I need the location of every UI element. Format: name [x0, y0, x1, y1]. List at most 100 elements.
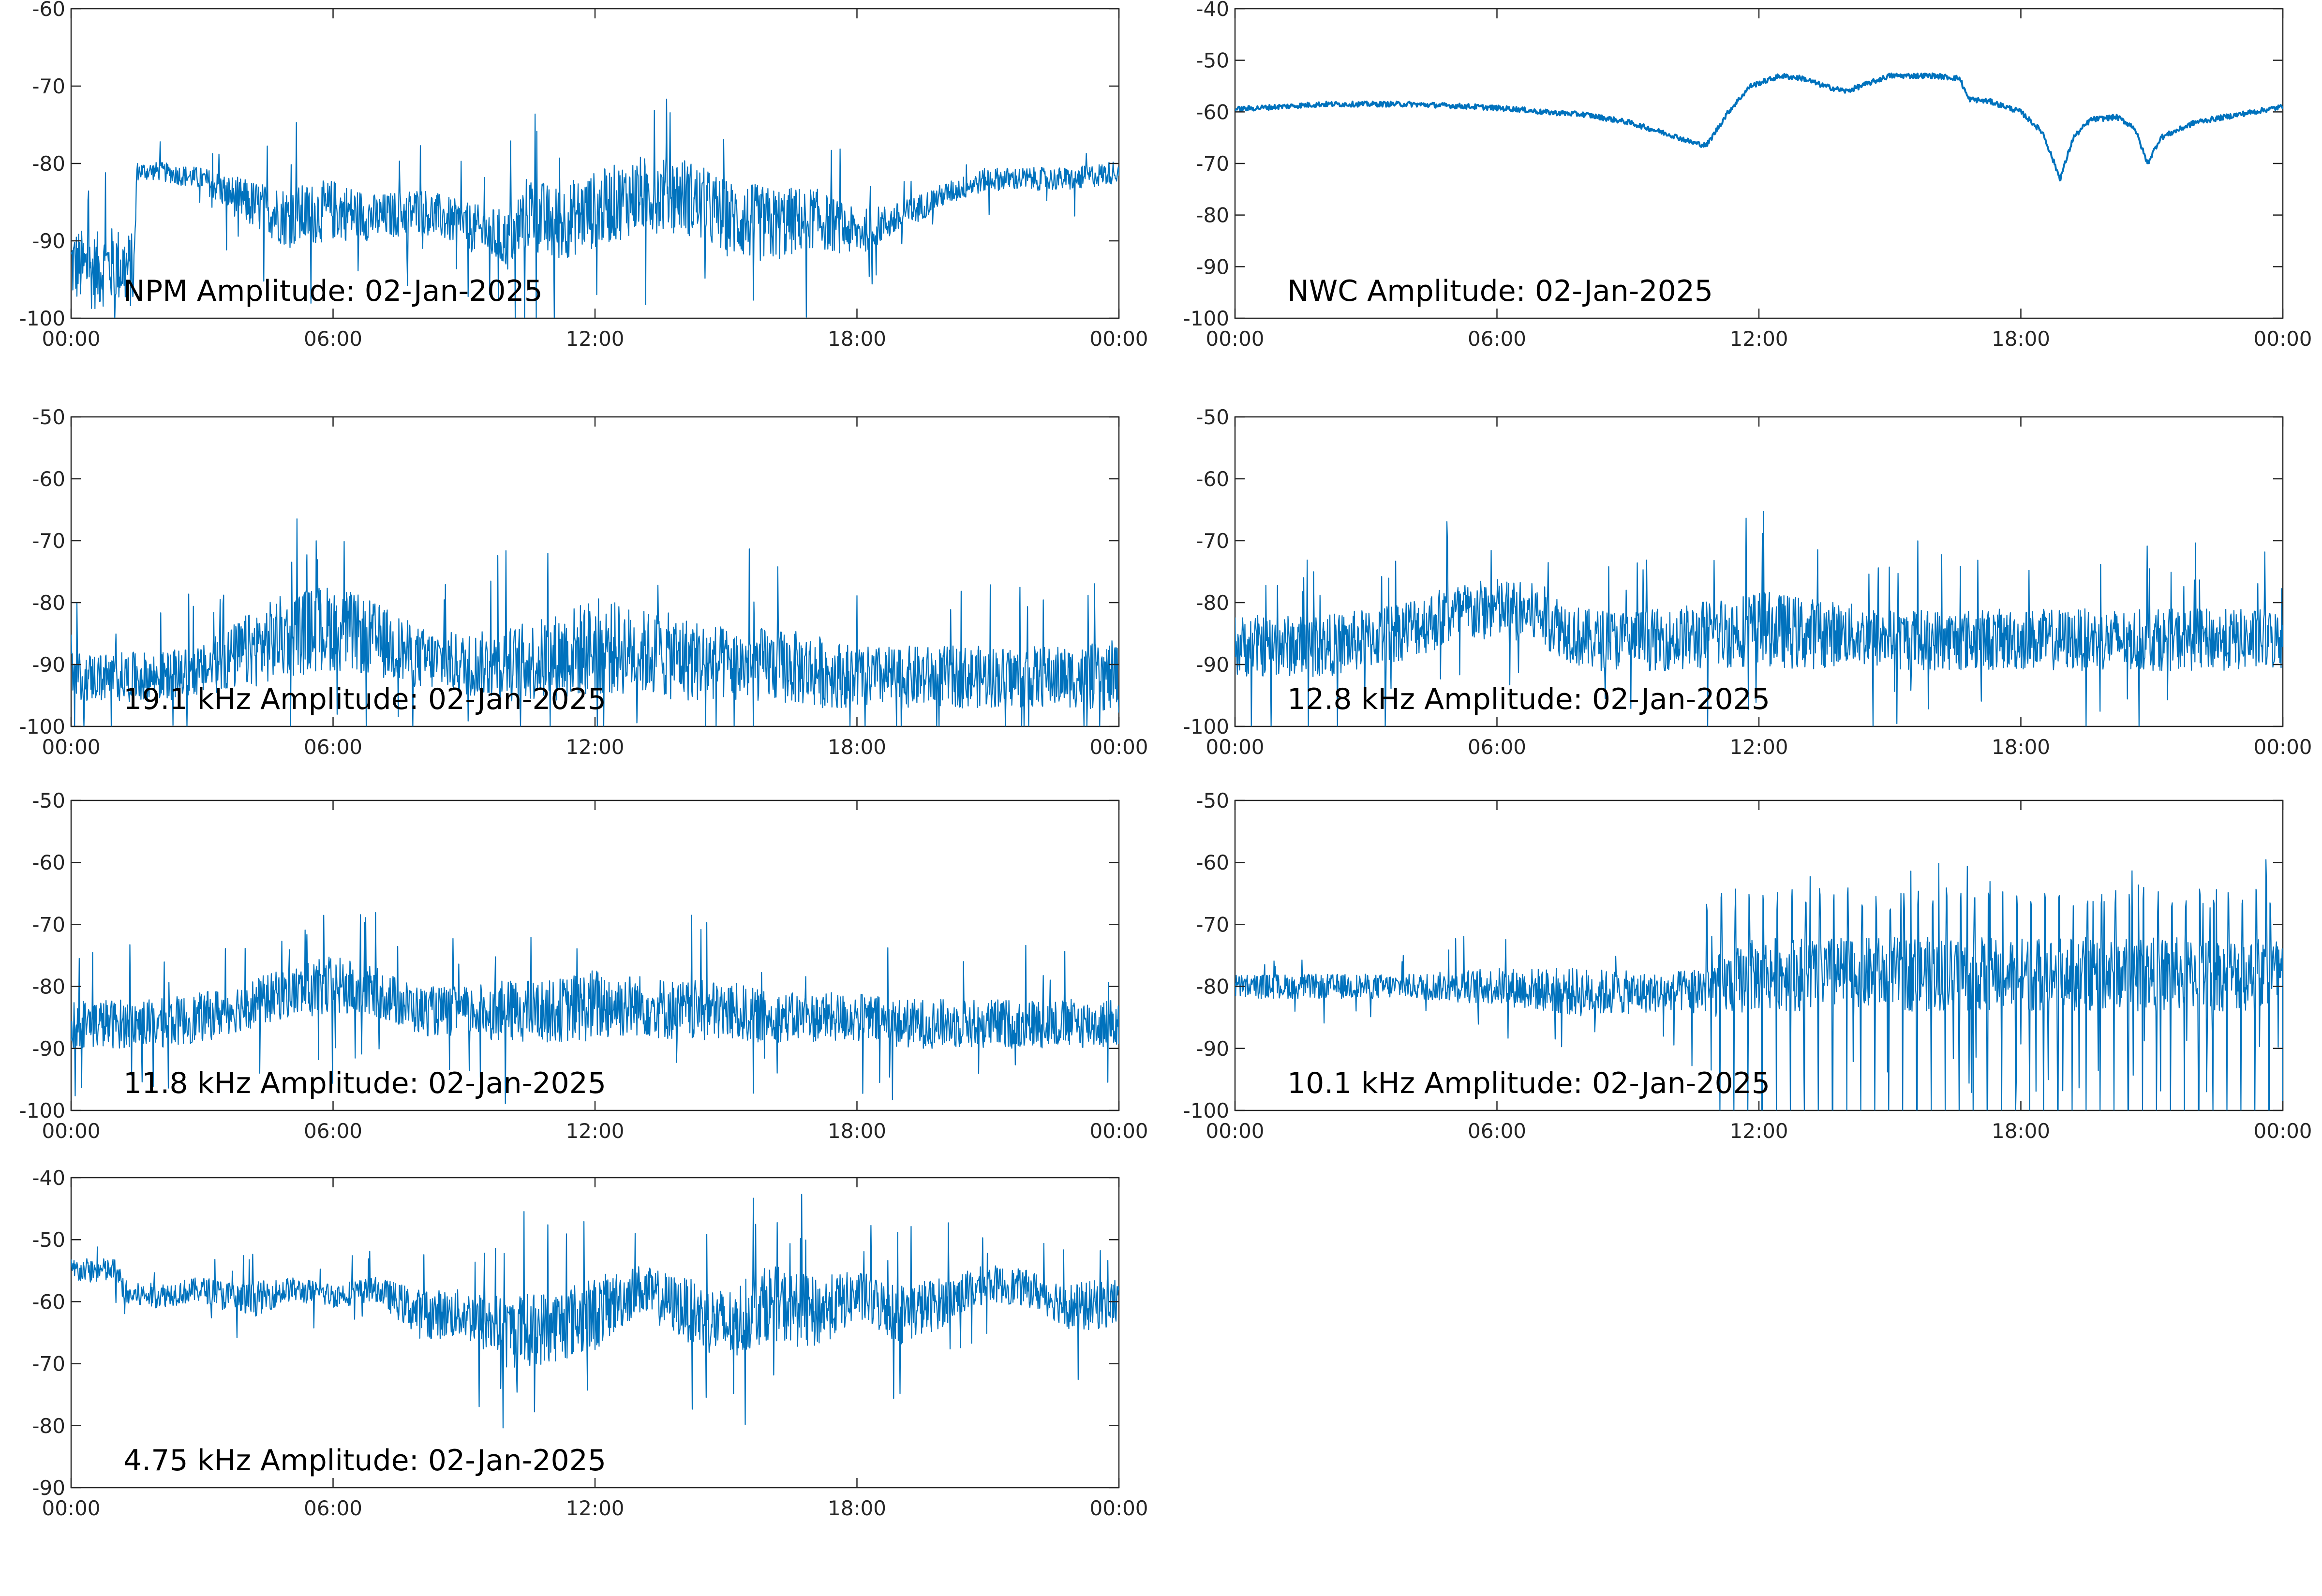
series-line	[71, 518, 1119, 726]
y-tick-label: -60	[1196, 467, 1229, 491]
y-tick-label: -50	[1196, 789, 1229, 813]
series-line	[1235, 511, 2283, 726]
x-tick-label: 06:00	[1468, 327, 1526, 351]
x-tick-label: 00:00	[1089, 1119, 1148, 1143]
y-tick-label: -70	[1196, 529, 1229, 553]
y-tick-label: -80	[32, 1414, 65, 1438]
panel-annotation: 10.1 kHz Amplitude: 02-Jan-2025	[1287, 1066, 1770, 1100]
x-tick-label: 18:00	[828, 1119, 886, 1143]
y-tick-label: -60	[32, 851, 65, 874]
series-line	[71, 912, 1119, 1104]
x-tick-label: 06:00	[304, 1496, 362, 1520]
y-tick-label: -90	[32, 1476, 65, 1500]
y-tick-label: -80	[1196, 591, 1229, 615]
x-tick-label: 18:00	[1992, 1119, 2050, 1143]
x-tick-label: 12:00	[566, 327, 624, 351]
y-tick-label: -60	[32, 1290, 65, 1314]
x-tick-label: 00:00	[1089, 327, 1148, 351]
y-tick-label: -70	[32, 1352, 65, 1376]
y-tick-label: -60	[32, 467, 65, 491]
y-tick-label: -50	[1196, 405, 1229, 429]
y-tick-label: -60	[1196, 851, 1229, 874]
plot-area	[70, 8, 1120, 319]
x-tick-label: 00:00	[1206, 1119, 1264, 1143]
x-tick-label: 12:00	[1729, 327, 1788, 351]
panel-annotation: NPM Amplitude: 02-Jan-2025	[123, 274, 543, 308]
x-tick-label: 12:00	[566, 1496, 624, 1520]
y-tick-label: -50	[32, 789, 65, 813]
x-tick-label: 06:00	[304, 327, 362, 351]
y-tick-label: -80	[1196, 204, 1229, 227]
series-line	[1235, 72, 2283, 182]
y-tick-label: -90	[32, 653, 65, 677]
panel-annotation: 11.8 kHz Amplitude: 02-Jan-2025	[123, 1066, 606, 1100]
x-tick-label: 00:00	[42, 735, 100, 759]
x-tick-label: 12:00	[566, 735, 624, 759]
chart-panel-1: -100 -90 -80 -70 -60 00:00 06:00 12:00 18:00 00:0…	[19, 0, 1148, 351]
chart-panel-7: -90 -80 -70 -60 -50 -40 00:00 06:00 12:00 18:00 00…	[32, 1166, 1148, 1520]
x-tick-label: 00:00	[42, 327, 100, 351]
chart-panel-5: -100 -90 -80 -70 -60 -50 00:00 06:00 12:00 18:00 0…	[19, 789, 1148, 1143]
y-tick-label: -100	[19, 715, 65, 739]
x-tick-label: 00:00	[1206, 735, 1264, 759]
y-tick-label: -70	[32, 74, 65, 98]
plot-area	[1234, 8, 2284, 319]
panel-annotation: NWC Amplitude: 02-Jan-2025	[1287, 274, 1713, 308]
x-tick-label: 18:00	[1992, 735, 2050, 759]
y-tick-label: -90	[1196, 653, 1229, 677]
y-tick-label: -100	[1183, 307, 1229, 330]
y-tick-label: -100	[19, 1099, 65, 1123]
y-tick-label: -70	[32, 529, 65, 553]
y-tick-label: -70	[32, 913, 65, 936]
x-tick-label: 06:00	[1468, 1119, 1526, 1143]
x-tick-label: 18:00	[828, 327, 886, 351]
series-line	[71, 1194, 1119, 1429]
y-tick-label: -90	[1196, 1037, 1229, 1061]
x-tick-label: 00:00	[42, 1496, 100, 1520]
chart-panel-6: -100 -90 -80 -70 -60 -50 00:00 06:00 12:00 18:00 0…	[1183, 789, 2312, 1143]
y-tick-label: -80	[1196, 975, 1229, 999]
x-tick-label: 00:00	[1089, 735, 1148, 759]
y-tick-label: -40	[32, 1166, 65, 1190]
chart-panel-3: -100 -90 -80 -70 -60 -50 00:00 06:00 12:00 18:00 0…	[19, 405, 1148, 759]
x-tick-label: 00:00	[2253, 735, 2312, 759]
x-tick-label: 18:00	[1992, 327, 2050, 351]
y-tick-label: -40	[1196, 0, 1229, 21]
y-tick-label: -80	[32, 591, 65, 615]
y-tick-label: -70	[1196, 913, 1229, 936]
y-tick-label: -60	[32, 0, 65, 21]
x-tick-label: 06:00	[1468, 735, 1526, 759]
plot-area	[1234, 416, 2284, 727]
y-tick-label: -80	[32, 975, 65, 999]
chart-panel-4: -100 -90 -80 -70 -60 -50 00:00 06:00 12:00 18:00 0…	[1183, 405, 2312, 759]
plot-area	[70, 799, 1120, 1111]
series-line	[1235, 859, 2283, 1110]
y-tick-label: -90	[32, 1037, 65, 1061]
y-tick-label: -50	[32, 405, 65, 429]
panel-annotation: 19.1 kHz Amplitude: 02-Jan-2025	[123, 682, 606, 716]
y-tick-label: -50	[1196, 49, 1229, 73]
x-tick-label: 00:00	[2253, 1119, 2312, 1143]
y-tick-label: -90	[32, 229, 65, 253]
y-tick-label: -90	[1196, 255, 1229, 279]
panel-annotation: 12.8 kHz Amplitude: 02-Jan-2025	[1287, 682, 1770, 716]
y-tick-label: -100	[19, 307, 65, 330]
panel-annotation: 4.75 kHz Amplitude: 02-Jan-2025	[123, 1444, 606, 1478]
y-tick-label: -100	[1183, 715, 1229, 739]
series-line	[71, 98, 1119, 318]
y-tick-label: -60	[1196, 100, 1229, 124]
y-tick-label: -50	[32, 1228, 65, 1252]
x-tick-label: 06:00	[304, 735, 362, 759]
x-tick-label: 18:00	[828, 1496, 886, 1520]
x-tick-label: 18:00	[828, 735, 886, 759]
x-tick-label: 06:00	[304, 1119, 362, 1143]
x-tick-label: 00:00	[42, 1119, 100, 1143]
x-tick-label: 12:00	[566, 1119, 624, 1143]
x-tick-label: 12:00	[1729, 1119, 1788, 1143]
y-tick-label: -80	[32, 152, 65, 176]
chart-panel-2: -100 -90 -80 -70 -60 -50 -40 00:00 06:00 12:00 18:…	[1183, 0, 2312, 351]
x-tick-label: 00:00	[2253, 327, 2312, 351]
x-tick-label: 12:00	[1729, 735, 1788, 759]
x-tick-label: 00:00	[1206, 327, 1264, 351]
